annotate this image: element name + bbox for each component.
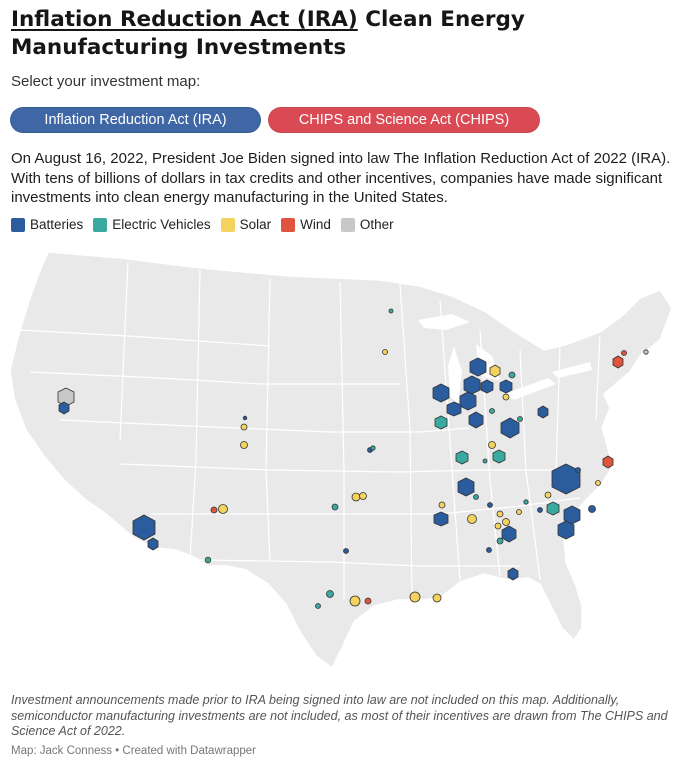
marker-batteries	[132, 514, 156, 541]
ira-map-button[interactable]: Inflation Reduction Act (IRA)	[10, 107, 261, 133]
marker-batteries	[446, 401, 462, 417]
marker-batteries	[507, 567, 519, 581]
marker-batteries	[147, 537, 159, 551]
marker-solar	[218, 504, 228, 514]
marker-batteries	[463, 375, 481, 395]
marker-batteries	[343, 548, 349, 554]
marker-ev	[508, 371, 516, 379]
other-swatch	[340, 217, 355, 232]
marker-solar	[438, 501, 446, 509]
marker-ev	[489, 408, 495, 414]
marker-ev	[388, 308, 394, 314]
marker-batteries	[537, 405, 549, 419]
marker-solar	[382, 349, 388, 355]
marker-solar	[544, 491, 552, 499]
map-credit: Map: Jack Conness • Created with Datawra…	[11, 745, 256, 757]
marker-batteries	[557, 520, 575, 540]
marker-ev	[523, 499, 529, 505]
ira-title-link[interactable]: Inflation Reduction Act (IRA)	[11, 7, 358, 32]
wind-swatch	[281, 217, 296, 232]
marker-ev	[517, 416, 523, 422]
marker-batteries	[432, 383, 450, 403]
marker-batteries	[480, 379, 494, 394]
marker-ev	[496, 537, 504, 545]
legend-ev: Electric Vehicles	[93, 217, 211, 232]
marker-ev	[482, 458, 488, 464]
legend-batteries: Batteries	[11, 217, 83, 232]
marker-batteries	[58, 401, 70, 415]
marker-wind	[210, 506, 218, 514]
great-lakes	[418, 314, 592, 404]
marker-batteries	[468, 411, 484, 429]
legend-other-label: Other	[359, 217, 394, 232]
page-title: Inflation Reduction Act (IRA) Clean Ener…	[11, 6, 681, 62]
marker-ev	[434, 415, 448, 430]
marker-solar	[240, 423, 248, 431]
marker-solar	[502, 393, 510, 401]
marker-batteries	[501, 525, 517, 543]
legend-wind-label: Wind	[300, 217, 331, 232]
marker-ev	[326, 590, 334, 598]
legend-solar-label: Solar	[239, 217, 272, 232]
marker-batteries	[469, 357, 487, 377]
marker-ev	[315, 603, 321, 609]
legend-solar: Solar	[220, 217, 272, 232]
marker-solar	[488, 441, 496, 449]
marker-wind	[602, 455, 614, 469]
marker-ev	[370, 445, 376, 451]
marker-solar	[240, 441, 248, 449]
legend-other: Other	[340, 217, 394, 232]
marker-batteries	[242, 415, 248, 421]
marker-batteries	[457, 477, 475, 497]
marker-solar	[467, 514, 477, 524]
marker-other	[643, 349, 649, 355]
footnote: Investment announcements made prior to I…	[11, 693, 668, 738]
legend-ev-label: Electric Vehicles	[112, 217, 211, 232]
marker-ev	[546, 501, 560, 516]
chips-map-button[interactable]: CHIPS and Science Act (CHIPS)	[268, 107, 540, 133]
marker-solar	[516, 509, 522, 515]
marker-solar	[409, 591, 421, 603]
marker-ev	[204, 556, 212, 564]
marker-solar	[432, 593, 442, 603]
marker-batteries	[575, 467, 581, 473]
state-borders	[19, 261, 601, 601]
marker-ev	[473, 494, 479, 500]
batteries-swatch	[11, 217, 25, 232]
marker-ev	[492, 449, 506, 464]
marker-batteries	[588, 505, 596, 513]
marker-solar	[351, 492, 361, 502]
marker-ev	[331, 503, 339, 511]
marker-wind	[621, 350, 627, 356]
marker-ev	[455, 450, 469, 465]
ev-swatch	[93, 217, 108, 232]
us-land	[9, 251, 673, 670]
marker-solar	[595, 480, 601, 486]
legend-wind: Wind	[281, 217, 331, 232]
title-rest: Clean Energy Manufacturing Investments	[11, 7, 525, 60]
us-investment-map	[9, 251, 673, 670]
investment-markers	[57, 308, 649, 609]
marker-wind	[364, 597, 372, 605]
marker-solar	[496, 510, 504, 518]
marker-solar	[494, 522, 502, 530]
intro-paragraph: On August 16, 2022, President Joe Biden …	[11, 150, 671, 206]
marker-batteries	[486, 547, 492, 553]
marker-solar	[502, 518, 510, 526]
marker-solar	[349, 595, 361, 607]
marker-batteries	[500, 417, 520, 439]
marker-solar	[359, 492, 367, 500]
map-selector-prompt: Select your investment map:	[11, 73, 201, 90]
marker-batteries	[487, 502, 493, 508]
marker-solar	[489, 364, 501, 378]
marker-batteries	[459, 391, 477, 411]
marker-batteries	[433, 511, 449, 527]
legend-batteries-label: Batteries	[30, 217, 84, 232]
solar-swatch	[220, 217, 235, 232]
marker-batteries	[499, 379, 513, 394]
marker-batteries	[537, 507, 543, 513]
legend: Batteries Electric Vehicles Solar Wind O…	[11, 217, 404, 232]
marker-wind	[612, 355, 624, 369]
